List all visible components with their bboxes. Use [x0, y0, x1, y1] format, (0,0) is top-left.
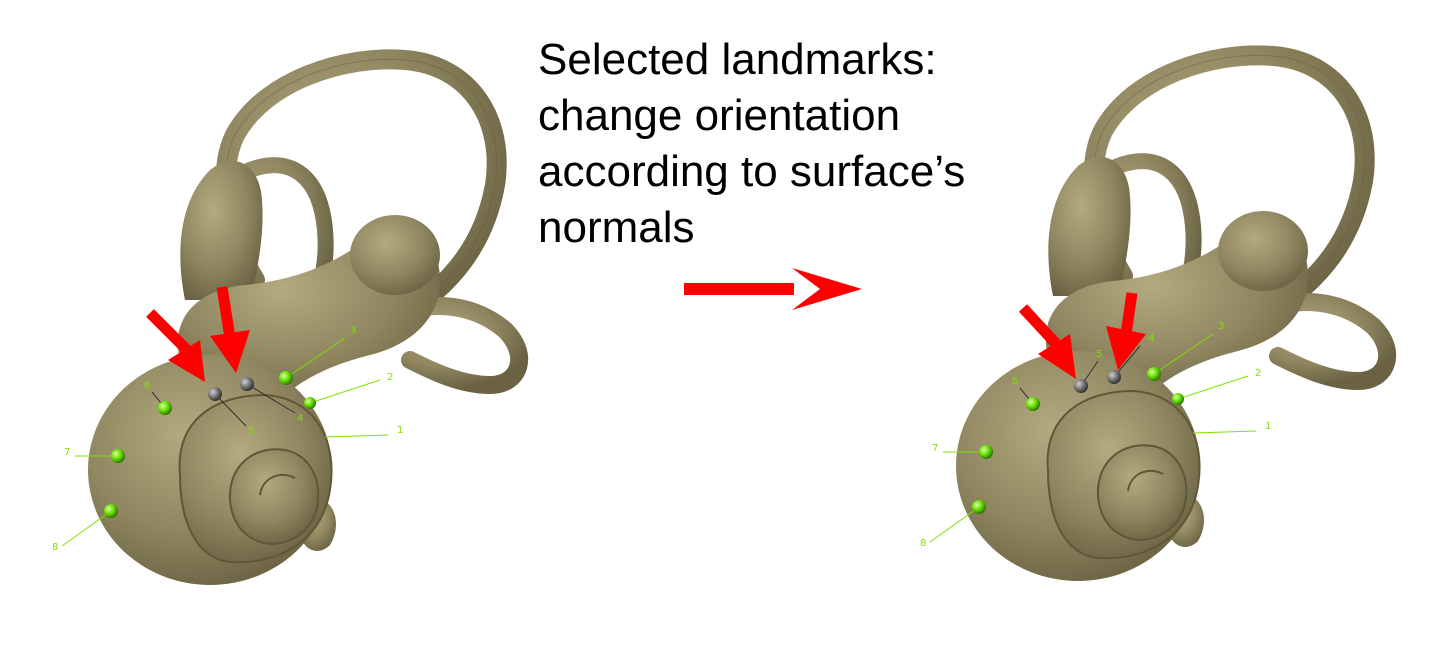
landmark-label-7: 7	[64, 447, 70, 458]
landmark-1: 1	[324, 425, 403, 438]
landmark-ball-6	[1026, 397, 1040, 411]
landmark-8: 8	[920, 500, 986, 549]
landmark-label-4: 4	[1148, 333, 1154, 344]
landmark-ball-4	[240, 377, 254, 391]
caption: Selected landmarks: change orientation a…	[538, 32, 1058, 256]
landmark-3: 3	[279, 325, 356, 385]
landmark-7: 7	[64, 447, 125, 463]
landmark-ball-7	[111, 449, 125, 463]
landmark-ball-2	[1172, 393, 1184, 405]
landmark-2: 2	[304, 372, 393, 409]
landmark-8: 8	[52, 504, 118, 553]
landmark-3: 3	[1147, 321, 1224, 381]
landmark-1: 1	[1192, 421, 1271, 434]
landmark-label-8: 8	[920, 538, 926, 549]
landmark-label-2: 2	[1255, 368, 1261, 379]
panel-before: 1 2 3 4 5 6 7	[52, 59, 519, 585]
landmark-6: 6	[1012, 376, 1040, 411]
landmark-label-1: 1	[397, 425, 403, 436]
transition-arrow	[684, 268, 862, 310]
pointer-arrow-left-a	[146, 309, 205, 382]
panel-after: 1 2 3 4 5 6 7	[920, 55, 1387, 581]
caption-line-4: normals	[538, 203, 695, 252]
landmark-label-8: 8	[52, 542, 58, 553]
caption-line-3: according to surface’s	[538, 147, 966, 196]
landmark-5: 5	[1074, 349, 1102, 393]
landmark-label-5: 5	[248, 426, 254, 437]
landmark-label-3: 3	[350, 325, 356, 336]
pointer-arrow-right-b	[1106, 292, 1146, 370]
landmark-4: 4	[240, 377, 303, 424]
caption-line-1: Selected landmarks:	[538, 35, 937, 84]
landmark-label-5: 5	[1096, 349, 1102, 360]
landmark-4: 4	[1107, 333, 1154, 384]
landmark-ball-3	[1147, 367, 1161, 381]
pointer-arrow-right-a	[1018, 304, 1076, 379]
landmark-7: 7	[932, 443, 993, 459]
landmark-label-3: 3	[1218, 321, 1224, 332]
landmark-5: 5	[208, 387, 254, 437]
landmark-ball-8	[104, 504, 118, 518]
landmark-label-6: 6	[144, 380, 150, 391]
pointer-arrow-left-b	[210, 286, 250, 373]
landmark-label-4: 4	[297, 413, 303, 424]
landmark-2: 2	[1172, 368, 1261, 405]
landmark-ball-2	[304, 397, 316, 409]
landmark-ball-4	[1107, 370, 1121, 384]
landmark-ball-5	[208, 387, 222, 401]
landmark-ball-3	[279, 371, 293, 385]
landmark-6: 6	[144, 380, 172, 415]
landmark-label-2: 2	[387, 372, 393, 383]
landmark-label-6: 6	[1012, 376, 1018, 387]
landmark-ball-8	[972, 500, 986, 514]
caption-line-2: change orientation	[538, 91, 901, 140]
landmark-ball-7	[979, 445, 993, 459]
landmark-ball-6	[158, 401, 172, 415]
landmark-label-1: 1	[1265, 421, 1271, 432]
landmark-ball-5	[1074, 379, 1088, 393]
landmark-label-7: 7	[932, 443, 938, 454]
